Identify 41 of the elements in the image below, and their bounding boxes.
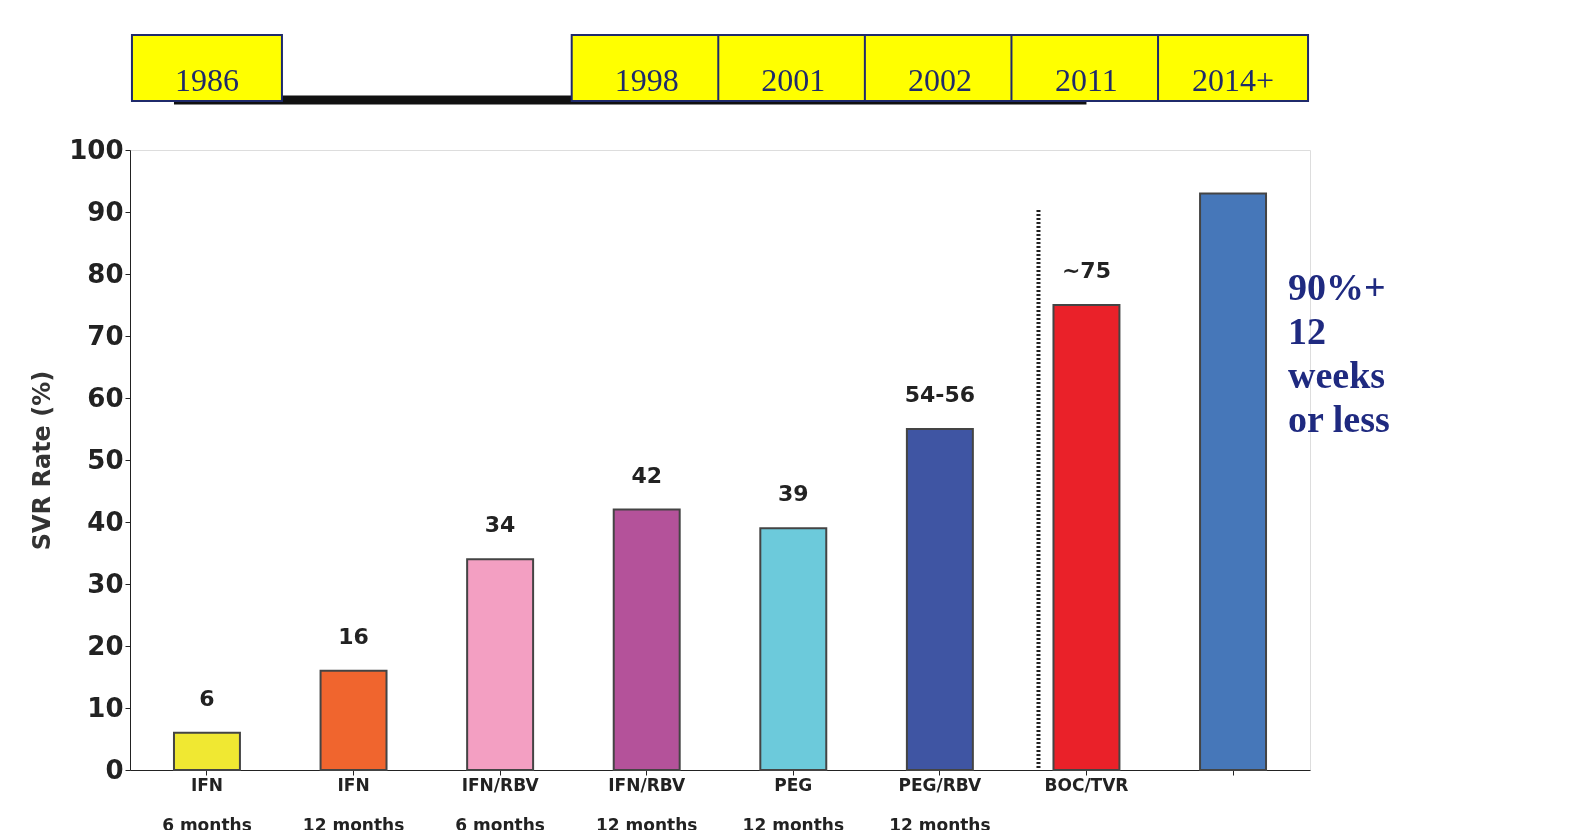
text: 1998 — [614, 62, 679, 98]
bar — [612, 508, 681, 771]
y-tick-label: 0 — [105, 754, 124, 785]
y-tick-label: 40 — [87, 506, 124, 537]
annotation: 90%+ 12 weeks or less — [1288, 266, 1390, 440]
text: 2002 — [907, 62, 972, 98]
y-tick-label: 30 — [87, 568, 124, 599]
text: 2014+ — [1192, 62, 1275, 98]
data-label: 54-56 — [904, 382, 976, 407]
x-tick-label: IFN/RBV 6 months — [455, 774, 545, 835]
data-label: ~75 — [1061, 258, 1111, 283]
x-tick-label: IFN 12 months — [302, 774, 405, 835]
x-tick-label: PEG 12 months — [742, 774, 844, 835]
y-tick-label: 70 — [87, 320, 124, 351]
x-tick-label: PEG/RBV 12 months — [889, 774, 991, 835]
y-axis-title: SVR Rate (%) — [28, 370, 57, 551]
x-tick-label: BOC/TVR — [1044, 774, 1129, 795]
bar — [172, 731, 241, 771]
bar — [319, 669, 388, 771]
bar — [1052, 304, 1121, 771]
y-tick-label: 60 — [87, 382, 124, 413]
y-tick-label: 20 — [87, 630, 124, 661]
data-label: 42 — [631, 462, 663, 488]
x-tick-label: IFN/RBV 12 months — [596, 774, 698, 835]
y-tick-label: 50 — [87, 444, 124, 475]
text: 2011 — [1055, 62, 1118, 98]
data-label: 6 — [199, 685, 215, 711]
bar — [1199, 192, 1268, 771]
bar — [905, 428, 974, 771]
y-tick-label: 80 — [87, 258, 124, 289]
data-label: 34 — [484, 512, 516, 538]
text: 2001 — [761, 62, 826, 98]
data-label: 39 — [777, 481, 809, 507]
x-tick-label: IFN 6 months — [162, 774, 252, 835]
data-label: 16 — [338, 623, 369, 649]
bar — [759, 527, 828, 771]
text: 1986 — [174, 62, 239, 98]
y-tick-label: 100 — [69, 134, 124, 165]
y-tick-label: 10 — [87, 692, 124, 723]
y-tick-label: 90 — [87, 196, 124, 227]
bar — [466, 558, 535, 771]
